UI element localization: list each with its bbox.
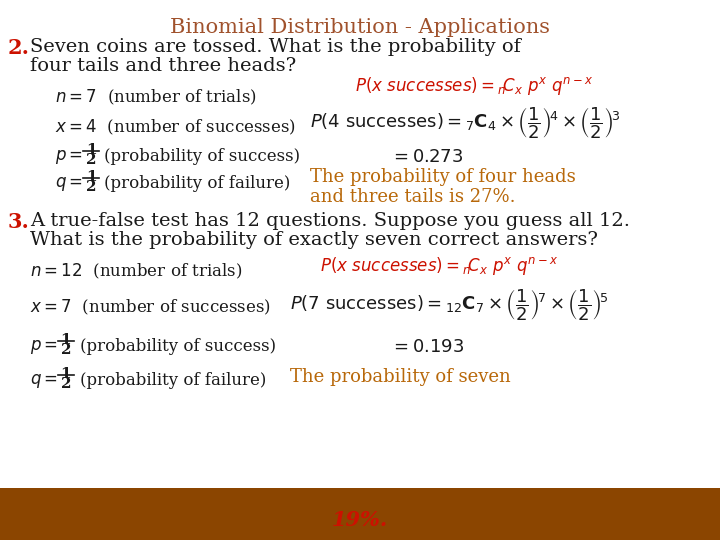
Text: (probability of failure): (probability of failure) <box>104 175 290 192</box>
Text: 2: 2 <box>60 343 71 357</box>
Text: $P(x\ \mathit{successes}) = {}_n\!C_x\ p^x\ q^{n-x}$: $P(x\ \mathit{successes}) = {}_n\!C_x\ p… <box>355 75 593 97</box>
Text: $q = $: $q = $ <box>55 175 83 193</box>
Text: $P(7\ \mathrm{successes}) = {}_{12}\mathbf{C}_7 \times \left(\dfrac{1}{2}\right): $P(7\ \mathrm{successes}) = {}_{12}\math… <box>290 287 608 322</box>
Text: A true-false test has 12 questions. Suppose you guess all 12.: A true-false test has 12 questions. Supp… <box>30 212 630 230</box>
Text: $= 0.273$: $= 0.273$ <box>390 148 463 166</box>
Text: $n = 12$  (number of trials): $n = 12$ (number of trials) <box>30 262 243 281</box>
Text: 2: 2 <box>86 153 96 167</box>
Text: 1: 1 <box>86 143 96 157</box>
Text: The probability of seven: The probability of seven <box>290 368 510 386</box>
Text: $P(4\ \mathrm{successes}) = {}_7\mathbf{C}_4 \times \left(\dfrac{1}{2}\right)^{\: $P(4\ \mathrm{successes}) = {}_7\mathbf{… <box>310 105 621 140</box>
Text: $x = 7$  (number of successes): $x = 7$ (number of successes) <box>30 298 271 317</box>
Text: The probability of four heads: The probability of four heads <box>310 168 576 186</box>
Text: Seven coins are tossed. What is the probability of: Seven coins are tossed. What is the prob… <box>30 38 521 56</box>
Text: 3.: 3. <box>8 212 30 232</box>
Text: $q = $: $q = $ <box>30 372 58 390</box>
Text: (probability of failure): (probability of failure) <box>80 372 266 389</box>
Text: (probability of success): (probability of success) <box>80 338 276 355</box>
Bar <box>0 488 720 540</box>
Text: and three tails is 27%.: and three tails is 27%. <box>310 188 516 206</box>
Text: 19%.: 19%. <box>332 510 388 530</box>
Text: What is the probability of exactly seven correct answers?: What is the probability of exactly seven… <box>30 231 598 249</box>
Text: 1: 1 <box>60 367 71 381</box>
Text: $p = $: $p = $ <box>55 148 83 166</box>
Text: $x = 4$  (number of successes): $x = 4$ (number of successes) <box>55 118 296 137</box>
Text: $= 0.193$: $= 0.193$ <box>390 338 464 356</box>
Text: $P(x\ \mathit{successes}) = {}_n\!C_x\ p^x\ q^{n-x}$: $P(x\ \mathit{successes}) = {}_n\!C_x\ p… <box>320 255 559 277</box>
Text: Binomial Distribution - Applications: Binomial Distribution - Applications <box>170 18 550 37</box>
Text: $p = $: $p = $ <box>30 338 58 356</box>
Text: $n = 7$  (number of trials): $n = 7$ (number of trials) <box>55 88 257 107</box>
Text: 2.: 2. <box>8 38 30 58</box>
Text: 1: 1 <box>86 170 96 184</box>
Text: 2: 2 <box>86 180 96 194</box>
Text: four tails and three heads?: four tails and three heads? <box>30 57 296 75</box>
Text: 1: 1 <box>60 333 71 347</box>
Text: 2: 2 <box>60 377 71 391</box>
Text: (probability of success): (probability of success) <box>104 148 300 165</box>
